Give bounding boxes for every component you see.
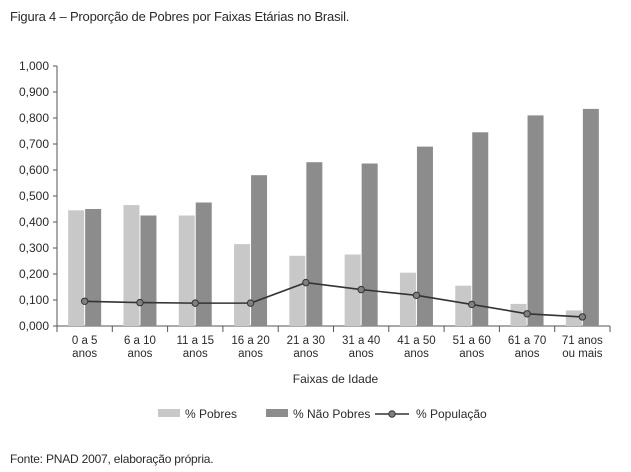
- x-tick-label: anos: [515, 348, 540, 360]
- x-tick-label: anos: [293, 348, 318, 360]
- bar-pobres: [399, 272, 416, 326]
- x-tick-label: anos: [238, 348, 263, 360]
- x-tick-label: 21 a 30: [287, 335, 325, 347]
- point-populacao: [246, 299, 255, 307]
- point-populacao: [523, 310, 531, 318]
- legend-swatch: [158, 409, 180, 417]
- y-tick-label: 1,000: [19, 59, 49, 73]
- y-tick-label: 0,800: [19, 111, 49, 125]
- bar-nao-pobres: [527, 115, 544, 327]
- bar-pobres: [234, 244, 251, 326]
- y-tick-label: 0,000: [19, 319, 49, 333]
- legend-marker: [388, 410, 396, 418]
- x-tick-label: anos: [404, 348, 429, 360]
- legend-label: % Não Pobres: [293, 407, 370, 421]
- x-tick-label: anos: [349, 348, 374, 360]
- point-populacao: [357, 285, 365, 294]
- legend-label: % População: [416, 407, 487, 421]
- source-note: Fonte: PNAD 2007, elaboração própria.: [10, 452, 214, 466]
- point-populacao: [468, 300, 476, 309]
- x-tick-label: 11 a 15: [176, 335, 214, 347]
- x-tick-label: anos: [459, 348, 484, 360]
- point-populacao: [412, 291, 421, 300]
- bar-nao-pobres: [195, 202, 212, 326]
- x-tick-label: 51 a 60: [453, 335, 491, 347]
- bar-pobres: [68, 210, 85, 326]
- x-tick-label: 6 a 10: [124, 335, 156, 347]
- bar-pobres: [565, 310, 582, 326]
- y-tick-label: 0,400: [19, 215, 49, 229]
- bar-nao-pobres: [85, 209, 102, 326]
- x-tick-label: 31 a 40: [342, 335, 380, 347]
- bar-pobres: [455, 285, 472, 326]
- bar-nao-pobres: [472, 132, 489, 326]
- line-populacao: [84, 281, 583, 318]
- x-tick-label: anos: [127, 348, 152, 360]
- bar-pobres: [510, 303, 527, 326]
- x-tick-label: ou mais: [562, 348, 603, 360]
- y-tick-label: 0,200: [19, 267, 49, 281]
- x-tick-label: anos: [183, 348, 208, 360]
- bar-pobres: [289, 255, 306, 326]
- y-tick-label: 0,500: [19, 189, 49, 203]
- bar-pobres: [178, 215, 195, 326]
- point-populacao: [136, 298, 144, 307]
- legend-label: % Pobres: [185, 407, 237, 421]
- figure-title: Figura 4 – Proporção de Pobres por Faixa…: [10, 9, 350, 24]
- bar-pobres: [123, 205, 140, 326]
- bar-nao-pobres: [361, 163, 378, 326]
- y-tick-label: 0,700: [19, 137, 49, 151]
- y-tick-label: 0,100: [19, 293, 49, 307]
- bar-nao-pobres: [416, 146, 433, 326]
- bar-nao-pobres: [251, 175, 268, 326]
- x-axis-title: Faixas de Idade: [293, 372, 379, 386]
- y-tick-label: 0,600: [19, 163, 49, 177]
- x-tick-label: 71 anos: [562, 335, 603, 347]
- x-tick-label: 41 a 50: [397, 335, 435, 347]
- point-populacao: [80, 297, 89, 305]
- bar-nao-pobres: [582, 108, 599, 327]
- bar-nao-pobres: [140, 215, 157, 326]
- legend-swatch: [266, 409, 288, 417]
- bar-pobres: [344, 254, 361, 326]
- x-tick-label: 61 a 70: [508, 335, 546, 347]
- x-tick-label: anos: [72, 348, 97, 360]
- y-tick-label: 0,900: [19, 85, 49, 99]
- x-tick-label: 16 a 20: [231, 335, 269, 347]
- bar-nao-pobres: [306, 162, 323, 326]
- point-populacao: [578, 313, 587, 321]
- y-tick-label: 0,300: [19, 241, 49, 255]
- point-populacao: [302, 278, 310, 287]
- x-tick-label: 0 a 5: [72, 335, 98, 347]
- point-populacao: [191, 299, 199, 307]
